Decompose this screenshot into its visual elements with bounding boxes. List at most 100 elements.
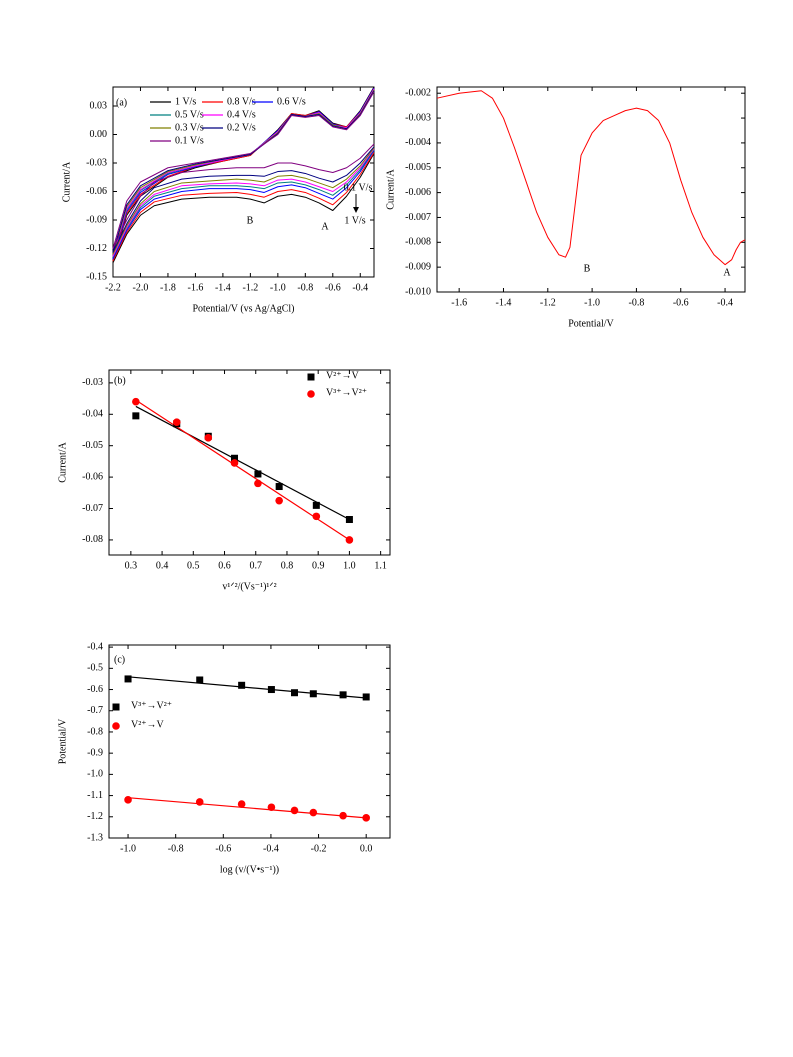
data-point: [196, 676, 204, 684]
annotation: B: [584, 263, 591, 274]
data-point: [267, 686, 275, 694]
plot-frame: [112, 86, 375, 278]
y-tick-label: -0.09: [86, 214, 107, 225]
data-point: [124, 675, 132, 683]
data-point: [362, 693, 370, 701]
data-point: [345, 536, 354, 544]
x-axis-label: v¹ᐟ²/(Vs⁻¹)¹ᐟ²: [222, 581, 276, 592]
x-tick-label: 0.9: [312, 560, 325, 571]
y-tick-label: -0.04: [82, 409, 103, 420]
x-tick-label: 0.4: [156, 560, 169, 571]
x-tick-label: 0.0: [360, 843, 373, 854]
y-axis-label: Potential/V: [57, 718, 68, 764]
annotation: 1 V/s: [344, 215, 365, 226]
x-tick-label: 1.1: [374, 560, 387, 571]
fit-line: [127, 797, 367, 819]
y-axis-label: Current/A: [57, 441, 68, 482]
x-tick-label: -0.2: [311, 843, 327, 854]
data-point: [309, 808, 318, 817]
y-tick-label: -0.7: [87, 705, 103, 716]
data-point: [237, 800, 246, 808]
x-tick-label: -1.4: [496, 297, 512, 308]
y-tick-label: -0.010: [405, 286, 431, 297]
data-point: [312, 501, 320, 509]
series-line: [112, 90, 375, 253]
x-tick-label: 0.5: [187, 560, 200, 571]
y-tick-label: -1.3: [87, 832, 103, 843]
legend-label: V³⁺→V²⁺: [131, 700, 172, 711]
y-tick-label: -0.03: [86, 157, 107, 168]
y-tick-label: -0.002: [405, 88, 431, 99]
y-axis-label: Current/A: [385, 168, 396, 209]
data-point: [132, 412, 140, 420]
y-tick-label: -0.007: [405, 212, 431, 223]
x-tick-label: -0.8: [168, 843, 184, 854]
legend-label: 0.4 V/s: [227, 109, 256, 120]
series-line: [436, 90, 746, 266]
plot-frame: [108, 644, 391, 839]
data-point: [290, 806, 299, 815]
y-tick-label: -0.06: [86, 186, 107, 197]
x-tick-label: -1.8: [160, 282, 176, 293]
annotation-arrowhead: [353, 207, 359, 213]
x-tick-label: -1.0: [584, 297, 600, 308]
y-tick-label: -1.0: [87, 769, 103, 780]
x-tick-label: 1.0: [343, 560, 356, 571]
data-point: [204, 434, 213, 442]
legend-label: 0.6 V/s: [277, 96, 306, 107]
x-tick-label: -0.4: [717, 297, 733, 308]
data-point: [267, 803, 276, 812]
data-point: [275, 496, 283, 505]
y-tick-label: -0.9: [87, 747, 103, 758]
annotation: B: [247, 215, 254, 226]
x-tick-label: -1.4: [215, 282, 231, 293]
data-point: [339, 691, 347, 699]
y-tick-label: -1.2: [87, 811, 103, 822]
x-tick-label: -1.6: [451, 297, 467, 308]
x-tick-label: -1.0: [270, 282, 286, 293]
legend-label: V²⁺→V: [326, 370, 359, 381]
y-tick-label: -0.06: [82, 471, 103, 482]
data-point: [309, 690, 317, 698]
x-tick-label: -0.8: [629, 297, 645, 308]
y-tick-label: 0.03: [90, 100, 108, 111]
y-tick-label: -0.005: [405, 162, 431, 173]
y-tick-label: -0.15: [86, 271, 107, 282]
y-tick-label: 0.00: [90, 129, 108, 140]
data-point: [172, 418, 181, 426]
data-point: [231, 454, 239, 462]
x-tick-label: 0.8: [281, 560, 294, 571]
legend-label: V³⁺→V²⁺: [326, 387, 367, 398]
x-axis-label: Potential/V (vs Ag/AgCl): [192, 303, 294, 314]
legend-marker: [112, 703, 120, 711]
y-tick-label: -0.006: [405, 187, 431, 198]
x-tick-label: -1.0: [120, 843, 136, 854]
annotation: (a): [116, 97, 127, 108]
data-point: [195, 798, 204, 806]
data-point: [132, 397, 140, 406]
plot-frame: [436, 86, 746, 293]
data-point: [254, 479, 262, 488]
y-tick-label: -0.03: [82, 377, 103, 388]
y-axis-label: Current/A: [61, 161, 72, 202]
y-tick-label: -0.6: [87, 684, 103, 695]
data-point: [238, 681, 246, 689]
x-tick-label: -1.2: [242, 282, 258, 293]
y-tick-label: -0.4: [87, 641, 103, 652]
data-point: [230, 459, 239, 467]
data-point: [362, 814, 370, 822]
legend-marker: [307, 390, 315, 398]
x-tick-label: 0.6: [218, 560, 231, 571]
annotation: A: [321, 221, 329, 232]
legend-label: 1 V/s: [175, 96, 196, 107]
x-tick-label: -0.6: [325, 282, 341, 293]
annotation: (c): [114, 654, 125, 665]
data-point: [312, 512, 321, 521]
x-tick-label: -1.6: [187, 282, 203, 293]
y-tick-label: -0.008: [405, 237, 431, 248]
data-point: [254, 470, 262, 478]
legend-label: 0.1 V/s: [175, 135, 204, 146]
x-tick-label: 0.3: [125, 560, 138, 571]
data-point: [339, 811, 347, 820]
